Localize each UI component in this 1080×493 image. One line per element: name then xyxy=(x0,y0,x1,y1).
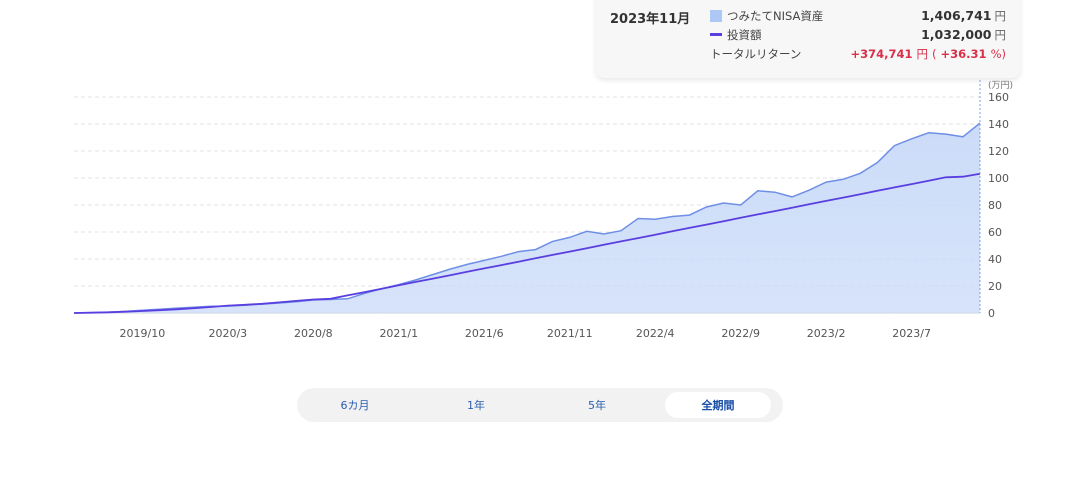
y-tick-label: 140 xyxy=(988,118,1009,131)
y-tick-label: 0 xyxy=(988,307,995,320)
asset-area-fill xyxy=(74,123,980,313)
tooltip-invest-row: 投資額 1,032,000 円 xyxy=(710,27,1006,45)
x-tick-label: 2019/10 xyxy=(120,327,166,340)
hover-tooltip: 2023年11月 つみたてNISA資産 1,406,741 円 投資額 1,032… xyxy=(596,0,1020,78)
return-value: +374,741 xyxy=(850,47,913,61)
y-unit-label: (万円) xyxy=(988,80,1013,91)
x-tick-label: 2020/8 xyxy=(294,327,333,340)
return-paren-close: ) xyxy=(1001,47,1007,61)
period-selector: 6カ月 1年 5年 全期間 xyxy=(297,388,783,422)
asset-unit: 円 xyxy=(994,9,1007,23)
x-tick-label: 2022/9 xyxy=(721,327,760,340)
x-tick-label: 2021/6 xyxy=(465,327,504,340)
return-label: トータルリターン xyxy=(710,47,802,61)
y-tick-label: 100 xyxy=(988,172,1009,185)
tooltip-return-row: トータルリターン +374,741 円 ( +36.31 %) xyxy=(710,46,1006,64)
y-tick-label: 60 xyxy=(988,226,1002,239)
return-unit: 円 xyxy=(916,47,929,61)
x-tick-label: 2021/11 xyxy=(547,327,593,340)
y-tick-label: 20 xyxy=(988,280,1002,293)
tab-6-months[interactable]: 6カ月 xyxy=(340,399,370,412)
y-tick-label: 160 xyxy=(988,91,1009,104)
invest-value: 1,032,000 xyxy=(921,27,992,42)
tab-all-period[interactable]: 全期間 xyxy=(665,392,771,418)
asset-label: つみたてNISA資産 xyxy=(727,9,824,23)
x-tick-label: 2021/1 xyxy=(379,327,418,340)
x-tick-label: 2022/4 xyxy=(636,327,675,340)
x-tick-label: 2023/2 xyxy=(807,327,846,340)
y-tick-label: 120 xyxy=(988,145,1009,158)
return-pct-unit: % xyxy=(990,47,1002,61)
invest-swatch-icon xyxy=(710,33,722,36)
tab-1-year[interactable]: 1年 xyxy=(467,399,485,412)
y-tick-label: 80 xyxy=(988,199,1002,212)
invest-series-line xyxy=(73,172,981,314)
return-value-group: +374,741 円 ( +36.31 %) xyxy=(850,46,1006,62)
asset-swatch-icon xyxy=(710,10,722,22)
x-tick-label: 2023/7 xyxy=(892,327,931,340)
invest-label: 投資額 xyxy=(727,28,762,42)
return-pct: +36.31 xyxy=(940,47,987,61)
tooltip-asset-row: つみたてNISA資産 1,406,741 円 xyxy=(710,8,1006,26)
y-tick-label: 40 xyxy=(988,253,1002,266)
invest-unit: 円 xyxy=(994,28,1007,42)
return-paren-open: ( xyxy=(932,47,937,61)
tab-5-years[interactable]: 5年 xyxy=(588,399,606,412)
x-tick-label: 2020/3 xyxy=(208,327,247,340)
asset-chart[interactable]: 0 20 40 60 80 100 120 140 160(万円) 2019/10 2020/3 20… xyxy=(0,0,1080,360)
tooltip-date: 2023年11月 xyxy=(610,12,691,27)
asset-value: 1,406,741 xyxy=(921,8,992,23)
